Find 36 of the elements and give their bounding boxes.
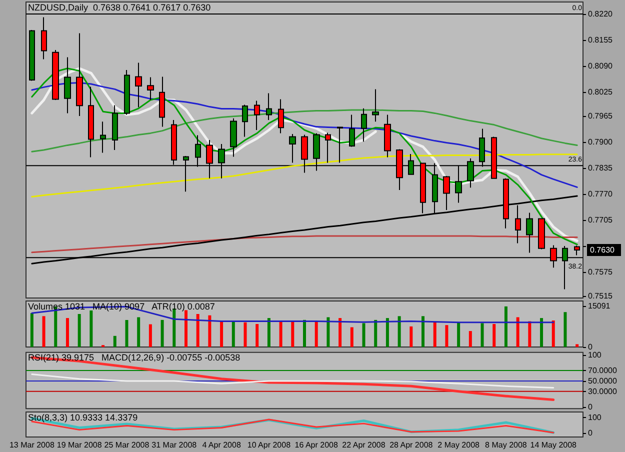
y-tick-label: 0.7770 — [588, 190, 614, 198]
y-tick-label: 0.7575 — [588, 268, 614, 276]
y-tick-label: 0.8220 — [588, 10, 614, 18]
x-tick-label: 19 Mar 2008 — [56, 440, 102, 450]
y-tick-label: 0.7835 — [588, 164, 614, 172]
x-tick-label: 25 Mar 2008 — [104, 440, 150, 450]
y-tick-label: 0.7900 — [588, 138, 614, 146]
x-tick-label: 2 May 2008 — [438, 440, 480, 450]
chart-title: NZDUSD,Daily 0.7638 0.7641 0.7617 0.7630 — [28, 2, 211, 12]
y-tick-label: 100 — [588, 350, 602, 360]
x-tick-label: 8 May 2008 — [485, 440, 528, 450]
x-tick-label: 31 Mar 2008 — [152, 440, 198, 450]
y-tick-label: 0 — [588, 342, 593, 352]
y-tick-label: 0.8155 — [588, 36, 614, 44]
x-tick-label: 28 Apr 2008 — [390, 440, 434, 450]
y-tick-label: 100 — [588, 412, 602, 422]
x-tick-label: 14 May 2008 — [530, 440, 578, 450]
x-tick-label: 22 Apr 2008 — [342, 440, 386, 450]
y-tick-label: 15091 — [588, 302, 611, 311]
x-tick-label: 16 Apr 2008 — [294, 440, 338, 450]
y-tick-label: 0.7515 — [588, 292, 614, 300]
x-tick-label: 13 Mar 2008 — [9, 440, 55, 450]
y-tick-label: 0 — [588, 428, 593, 438]
y-tick-label: 0.7965 — [588, 112, 614, 120]
y-tick-label: 70.0000 — [588, 366, 618, 376]
y-tick-label: 0.7705 — [588, 216, 614, 224]
x-tick-label: 4 Apr 2008 — [202, 440, 242, 450]
y-tick-label: 0 — [588, 402, 593, 412]
y-tick-label: 30.0000 — [588, 386, 618, 396]
y-tick-label: 0.8090 — [588, 62, 614, 70]
text: 0.7630 — [590, 246, 616, 254]
y-tick-label: 50.0000 — [588, 376, 618, 386]
x-tick-label: 10 Apr 2008 — [247, 440, 292, 450]
chart-title: Sto(8,3,3) 10.9333 14.3379 — [28, 412, 138, 422]
y-tick-label: 0.8025 — [588, 88, 614, 96]
chart-title: RSI(21) 39.9175 MACD(12,26,9) -0.00755 -0.00538 — [28, 352, 240, 362]
